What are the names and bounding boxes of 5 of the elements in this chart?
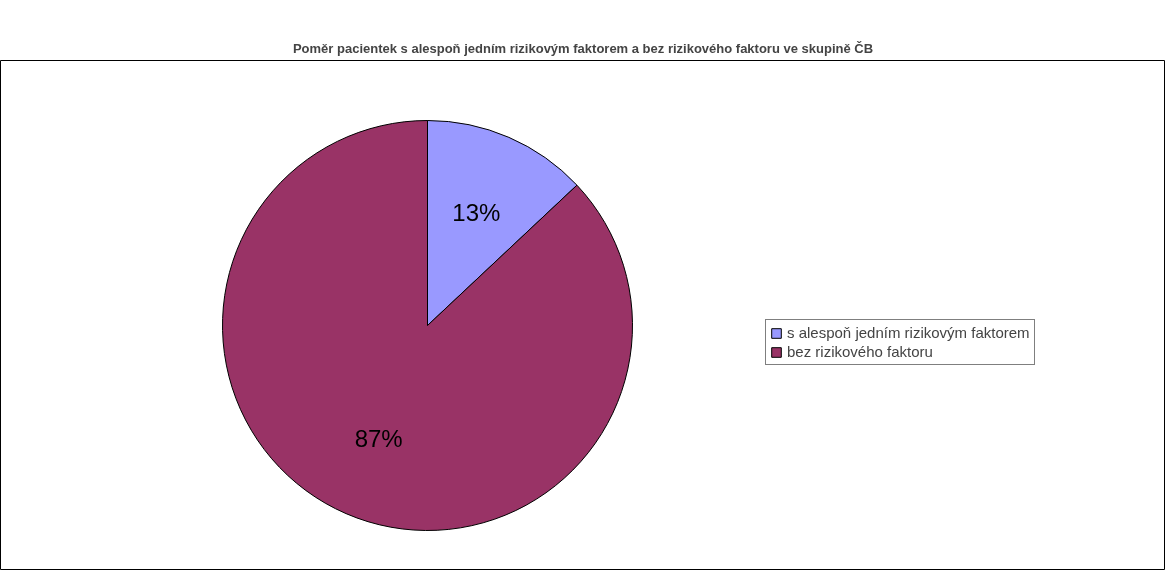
- data-label: 13%: [452, 199, 501, 227]
- legend-label: bez rizikového faktoru: [787, 343, 933, 360]
- chart-title: Poměr pacientek s alespoň jedním rizikovým faktorem a bez rizikového faktoru ve skupině ČB: [292, 40, 874, 56]
- data-label: 87%: [354, 424, 403, 452]
- legend-label: s alespoň jedním rizikovým faktorem: [787, 324, 1030, 341]
